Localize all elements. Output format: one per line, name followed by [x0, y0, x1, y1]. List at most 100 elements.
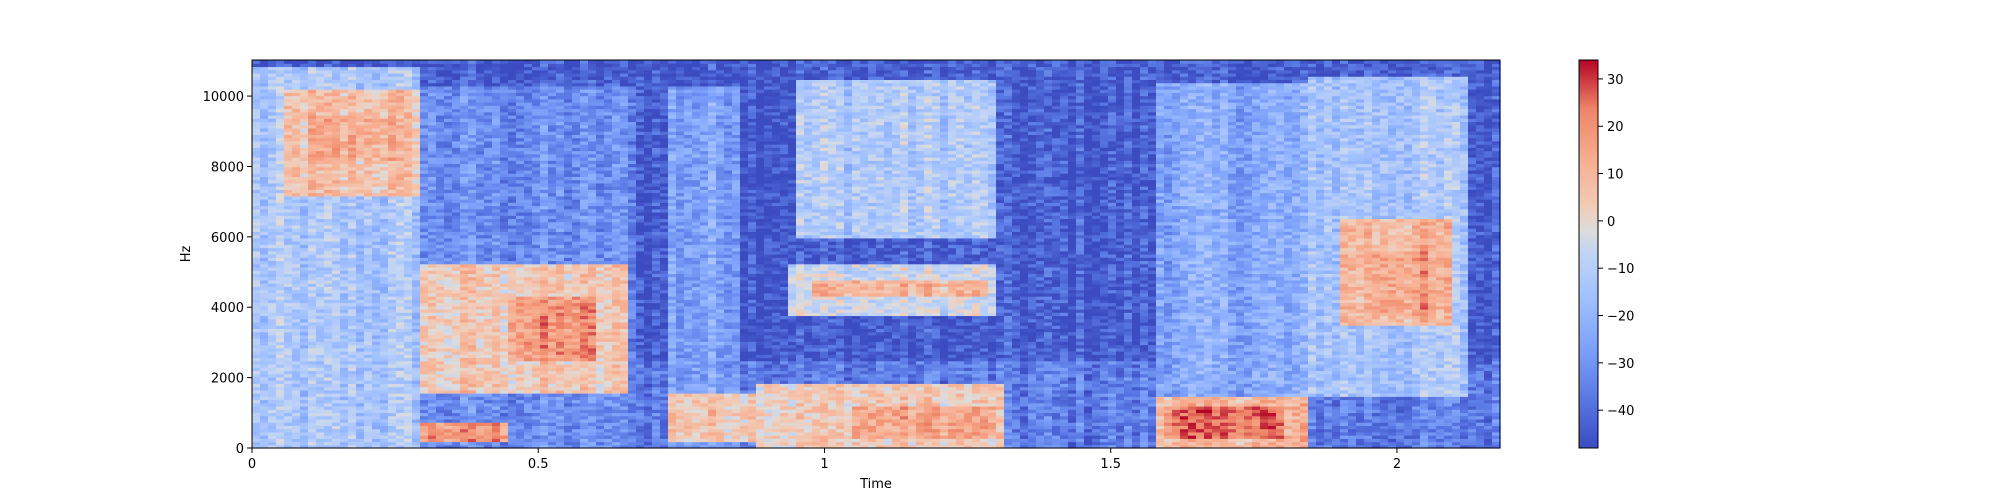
heatmap-cell — [340, 221, 349, 226]
heatmap-cell — [356, 69, 365, 74]
heatmap-cell — [316, 299, 325, 304]
heatmap-cell — [372, 325, 381, 329]
heatmap-cell — [252, 105, 261, 110]
heatmap-cell — [364, 254, 373, 258]
heatmap-cell — [316, 66, 325, 71]
heatmap-cell — [364, 321, 373, 326]
heatmap-cell — [292, 241, 301, 245]
heatmap-cell — [260, 308, 269, 313]
heatmap-cell — [340, 263, 349, 268]
heatmap-cell — [276, 389, 285, 394]
heatmap-cell — [372, 331, 381, 336]
heatmap-cell — [292, 257, 301, 262]
heatmap-cell — [340, 195, 349, 200]
heatmap-cell — [340, 325, 349, 329]
heatmap-cell — [364, 386, 373, 391]
heatmap-cell — [252, 270, 261, 274]
heatmap-cell — [260, 351, 269, 355]
heatmap-cell — [300, 441, 309, 446]
heatmap-cell — [252, 241, 261, 245]
heatmap-cell — [292, 189, 301, 194]
heatmap-cell — [300, 63, 309, 68]
heatmap-cell — [372, 176, 381, 181]
heatmap-cell — [276, 360, 285, 365]
heatmap-cell — [380, 425, 389, 430]
heatmap-cell — [356, 160, 365, 165]
heatmap-cell — [340, 199, 349, 203]
heatmap-cell — [324, 435, 333, 439]
heatmap-cell — [252, 321, 261, 326]
heatmap-cell — [324, 283, 333, 287]
heatmap-cell — [348, 299, 357, 304]
heatmap-cell — [340, 299, 349, 304]
heatmap-cell — [324, 202, 333, 207]
heatmap-cell — [292, 441, 301, 446]
heatmap-cell — [372, 373, 381, 378]
heatmap-cell — [276, 208, 285, 213]
heatmap-cell — [324, 266, 333, 271]
heatmap-cell — [356, 205, 365, 210]
heatmap-cell — [356, 373, 365, 378]
heatmap-cell — [284, 328, 293, 333]
heatmap-cell — [268, 318, 277, 323]
heatmap-cell — [316, 92, 325, 97]
heatmap-cell — [268, 331, 277, 336]
heatmap-cell — [364, 244, 373, 249]
heatmap-cell — [348, 108, 357, 113]
heatmap-cell — [260, 182, 269, 187]
heatmap-cell — [316, 444, 325, 449]
heatmap-cell — [276, 224, 285, 229]
heatmap-cell — [300, 105, 309, 110]
heatmap-cell — [340, 315, 349, 320]
heatmap-cell — [292, 250, 301, 255]
heatmap-cell — [372, 389, 381, 394]
heatmap-cell — [252, 157, 261, 161]
heatmap-cell — [324, 286, 333, 291]
heatmap-cell — [284, 266, 293, 271]
heatmap-cell — [300, 357, 309, 362]
heatmap-cell — [460, 60, 469, 64]
heatmap-cell — [252, 79, 261, 84]
heatmap-cell — [260, 305, 269, 310]
heatmap-cell — [380, 266, 389, 271]
heatmap-cell — [284, 127, 293, 132]
heatmap-cell — [332, 347, 341, 352]
heatmap-cell — [324, 208, 333, 213]
heatmap-cell — [332, 415, 341, 420]
heatmap-cell — [276, 98, 285, 103]
heatmap-cell — [292, 283, 301, 287]
heatmap-cell — [308, 321, 317, 326]
heatmap-cell — [260, 82, 269, 87]
heatmap-cell — [284, 228, 293, 232]
heatmap-cell — [348, 279, 357, 284]
heatmap-cell — [340, 153, 349, 158]
heatmap-cell — [260, 199, 269, 203]
heatmap-cell — [252, 412, 261, 417]
heatmap-cell — [380, 373, 389, 378]
heatmap-cell — [300, 186, 309, 190]
heatmap-cell — [260, 244, 269, 249]
heatmap-cell — [292, 131, 301, 135]
heatmap-cell — [364, 308, 373, 313]
heatmap-cell — [332, 250, 341, 255]
heatmap-cell — [364, 169, 373, 174]
heatmap-cell — [252, 199, 261, 203]
heatmap-cell — [276, 415, 285, 420]
heatmap-cell — [284, 169, 293, 174]
heatmap-cell — [300, 428, 309, 433]
heatmap-cell — [324, 108, 333, 113]
heatmap-cell — [308, 134, 317, 139]
heatmap-cell — [260, 389, 269, 394]
heatmap-cell — [284, 72, 293, 77]
heatmap-cell — [364, 292, 373, 297]
heatmap-cell — [252, 402, 261, 407]
heatmap-cell — [340, 228, 349, 232]
heatmap-cell — [308, 111, 317, 116]
heatmap-cell — [308, 431, 317, 436]
heatmap-cell — [308, 360, 317, 365]
heatmap-cell — [300, 308, 309, 313]
heatmap-cell — [356, 393, 365, 397]
heatmap-cell — [276, 189, 285, 194]
heatmap-cell — [348, 435, 357, 439]
